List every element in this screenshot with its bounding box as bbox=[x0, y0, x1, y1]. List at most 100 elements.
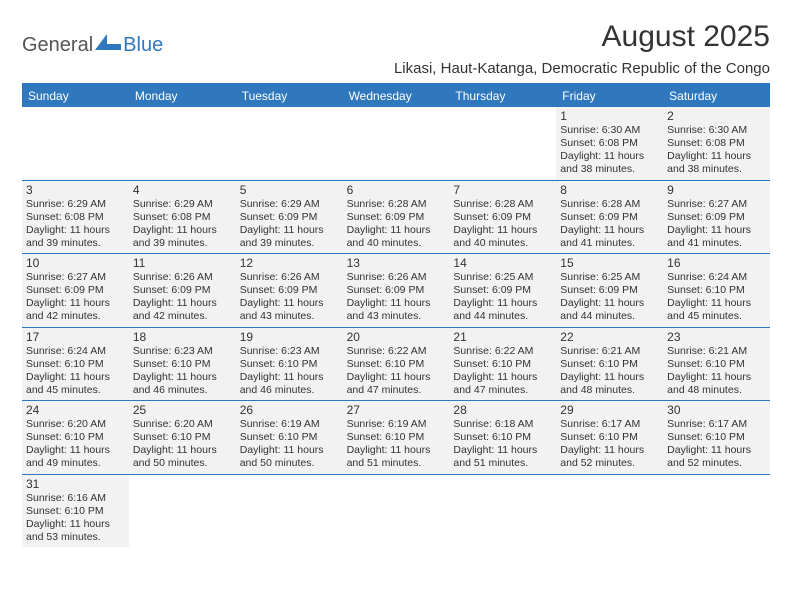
calendar-cell bbox=[449, 107, 556, 180]
flag-icon bbox=[95, 34, 121, 57]
calendar: SundayMondayTuesdayWednesdayThursdayFrid… bbox=[22, 83, 770, 547]
day-detail: Sunrise: 6:28 AM bbox=[453, 198, 552, 211]
calendar-cell: 27Sunrise: 6:19 AMSunset: 6:10 PMDayligh… bbox=[343, 401, 450, 474]
day-detail: Sunset: 6:10 PM bbox=[347, 431, 446, 444]
dow-label: Monday bbox=[129, 85, 236, 107]
calendar-cell: 25Sunrise: 6:20 AMSunset: 6:10 PMDayligh… bbox=[129, 401, 236, 474]
day-detail: and 45 minutes. bbox=[26, 384, 125, 397]
day-detail: Sunrise: 6:29 AM bbox=[26, 198, 125, 211]
day-detail: and 41 minutes. bbox=[560, 237, 659, 250]
calendar-cell: 12Sunrise: 6:26 AMSunset: 6:09 PMDayligh… bbox=[236, 254, 343, 327]
day-detail: Daylight: 11 hours bbox=[667, 224, 766, 237]
day-detail: Daylight: 11 hours bbox=[26, 444, 125, 457]
calendar-cell bbox=[343, 107, 450, 180]
calendar-cell: 30Sunrise: 6:17 AMSunset: 6:10 PMDayligh… bbox=[663, 401, 770, 474]
dow-label: Friday bbox=[556, 85, 663, 107]
day-number: 20 bbox=[347, 330, 446, 345]
day-detail: and 39 minutes. bbox=[240, 237, 339, 250]
dow-label: Thursday bbox=[449, 85, 556, 107]
day-detail: Sunrise: 6:17 AM bbox=[667, 418, 766, 431]
calendar-cell: 26Sunrise: 6:19 AMSunset: 6:10 PMDayligh… bbox=[236, 401, 343, 474]
day-detail: Sunrise: 6:30 AM bbox=[560, 124, 659, 137]
day-detail: and 51 minutes. bbox=[453, 457, 552, 470]
day-detail: Daylight: 11 hours bbox=[26, 518, 125, 531]
day-number: 15 bbox=[560, 256, 659, 271]
calendar-cell: 20Sunrise: 6:22 AMSunset: 6:10 PMDayligh… bbox=[343, 328, 450, 401]
day-detail: Sunset: 6:10 PM bbox=[667, 284, 766, 297]
day-detail: and 44 minutes. bbox=[453, 310, 552, 323]
day-detail: Sunrise: 6:26 AM bbox=[347, 271, 446, 284]
day-detail: and 41 minutes. bbox=[667, 237, 766, 250]
dow-label: Saturday bbox=[663, 85, 770, 107]
day-detail: and 50 minutes. bbox=[133, 457, 232, 470]
calendar-cell: 11Sunrise: 6:26 AMSunset: 6:09 PMDayligh… bbox=[129, 254, 236, 327]
day-detail: Sunset: 6:09 PM bbox=[347, 211, 446, 224]
day-detail: and 48 minutes. bbox=[667, 384, 766, 397]
day-number: 4 bbox=[133, 183, 232, 198]
day-number: 8 bbox=[560, 183, 659, 198]
day-number: 12 bbox=[240, 256, 339, 271]
calendar-cell: 23Sunrise: 6:21 AMSunset: 6:10 PMDayligh… bbox=[663, 328, 770, 401]
day-detail: Sunrise: 6:17 AM bbox=[560, 418, 659, 431]
dow-label: Wednesday bbox=[343, 85, 450, 107]
day-detail: Sunset: 6:08 PM bbox=[133, 211, 232, 224]
day-detail: and 52 minutes. bbox=[560, 457, 659, 470]
day-number: 3 bbox=[26, 183, 125, 198]
location-subtitle: Likasi, Haut-Katanga, Democratic Republi… bbox=[394, 60, 770, 77]
day-detail: Sunset: 6:09 PM bbox=[453, 284, 552, 297]
day-detail: Sunset: 6:09 PM bbox=[560, 284, 659, 297]
day-number: 19 bbox=[240, 330, 339, 345]
day-number: 2 bbox=[667, 109, 766, 124]
day-detail: Daylight: 11 hours bbox=[133, 224, 232, 237]
day-detail: Daylight: 11 hours bbox=[26, 371, 125, 384]
day-detail: Sunset: 6:10 PM bbox=[26, 358, 125, 371]
day-number: 5 bbox=[240, 183, 339, 198]
day-detail: Sunrise: 6:29 AM bbox=[240, 198, 339, 211]
day-detail: and 44 minutes. bbox=[560, 310, 659, 323]
day-detail: Sunrise: 6:20 AM bbox=[26, 418, 125, 431]
day-detail: Daylight: 11 hours bbox=[26, 224, 125, 237]
day-detail: and 38 minutes. bbox=[667, 163, 766, 176]
calendar-cell: 1Sunrise: 6:30 AMSunset: 6:08 PMDaylight… bbox=[556, 107, 663, 180]
calendar-cell: 16Sunrise: 6:24 AMSunset: 6:10 PMDayligh… bbox=[663, 254, 770, 327]
day-number: 16 bbox=[667, 256, 766, 271]
calendar-cell: 21Sunrise: 6:22 AMSunset: 6:10 PMDayligh… bbox=[449, 328, 556, 401]
day-detail: Sunset: 6:10 PM bbox=[453, 431, 552, 444]
calendar-cell: 22Sunrise: 6:21 AMSunset: 6:10 PMDayligh… bbox=[556, 328, 663, 401]
calendar-cell: 8Sunrise: 6:28 AMSunset: 6:09 PMDaylight… bbox=[556, 181, 663, 254]
day-detail: Daylight: 11 hours bbox=[560, 444, 659, 457]
day-detail: Daylight: 11 hours bbox=[667, 444, 766, 457]
calendar-week: 3Sunrise: 6:29 AMSunset: 6:08 PMDaylight… bbox=[22, 181, 770, 255]
calendar-cell: 29Sunrise: 6:17 AMSunset: 6:10 PMDayligh… bbox=[556, 401, 663, 474]
day-detail: Sunset: 6:09 PM bbox=[560, 211, 659, 224]
day-number: 27 bbox=[347, 403, 446, 418]
calendar-cell bbox=[129, 475, 236, 548]
day-detail: and 42 minutes. bbox=[26, 310, 125, 323]
day-detail: Daylight: 11 hours bbox=[560, 297, 659, 310]
brand-part1: General bbox=[22, 34, 93, 57]
day-detail: Sunrise: 6:18 AM bbox=[453, 418, 552, 431]
day-detail: Sunset: 6:09 PM bbox=[240, 211, 339, 224]
day-detail: Sunrise: 6:19 AM bbox=[347, 418, 446, 431]
day-detail: Daylight: 11 hours bbox=[453, 444, 552, 457]
calendar-cell: 28Sunrise: 6:18 AMSunset: 6:10 PMDayligh… bbox=[449, 401, 556, 474]
day-detail: Daylight: 11 hours bbox=[133, 444, 232, 457]
day-detail: Sunrise: 6:20 AM bbox=[133, 418, 232, 431]
day-number: 28 bbox=[453, 403, 552, 418]
day-detail: Sunrise: 6:24 AM bbox=[667, 271, 766, 284]
day-detail: Sunset: 6:10 PM bbox=[240, 431, 339, 444]
calendar-week: 1Sunrise: 6:30 AMSunset: 6:08 PMDaylight… bbox=[22, 107, 770, 181]
day-detail: Sunset: 6:08 PM bbox=[26, 211, 125, 224]
day-detail: Sunset: 6:09 PM bbox=[133, 284, 232, 297]
day-detail: Sunset: 6:08 PM bbox=[560, 137, 659, 150]
day-detail: Daylight: 11 hours bbox=[347, 224, 446, 237]
day-detail: Sunset: 6:09 PM bbox=[240, 284, 339, 297]
day-detail: and 40 minutes. bbox=[347, 237, 446, 250]
calendar-cell: 5Sunrise: 6:29 AMSunset: 6:09 PMDaylight… bbox=[236, 181, 343, 254]
day-detail: Sunrise: 6:21 AM bbox=[667, 345, 766, 358]
day-detail: Daylight: 11 hours bbox=[240, 371, 339, 384]
day-detail: Sunset: 6:10 PM bbox=[26, 431, 125, 444]
calendar-cell: 7Sunrise: 6:28 AMSunset: 6:09 PMDaylight… bbox=[449, 181, 556, 254]
day-number: 26 bbox=[240, 403, 339, 418]
calendar-cell: 14Sunrise: 6:25 AMSunset: 6:09 PMDayligh… bbox=[449, 254, 556, 327]
